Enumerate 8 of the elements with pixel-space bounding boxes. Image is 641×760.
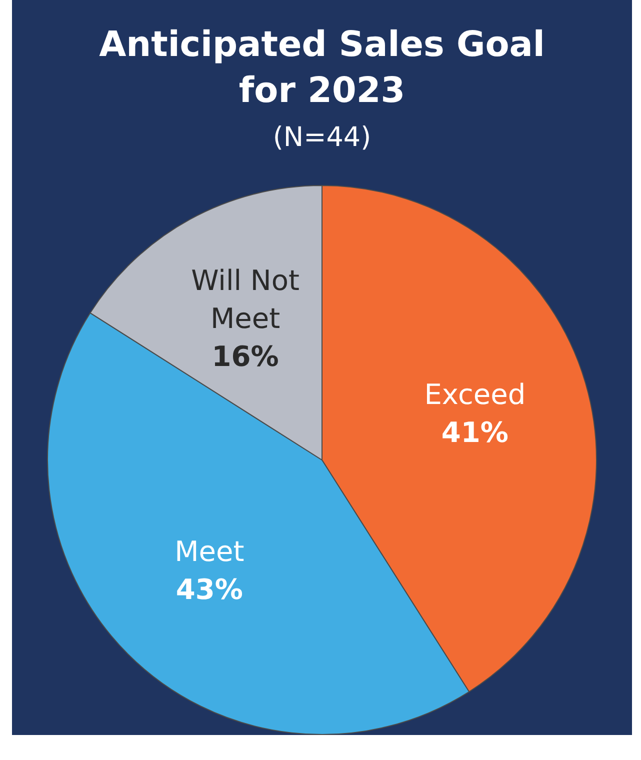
slice-label: Will Not Meet xyxy=(191,264,300,335)
slice-label: Exceed xyxy=(424,378,526,411)
data-label: 43% xyxy=(176,572,243,606)
data-label: 16% xyxy=(212,340,279,373)
chart-title: Anticipated Sales Goal for 2023 xyxy=(98,24,546,113)
data-label: 41% xyxy=(441,416,508,449)
slice-label: Meet xyxy=(174,534,244,568)
chart-subtitle: (N=44) xyxy=(272,122,372,153)
